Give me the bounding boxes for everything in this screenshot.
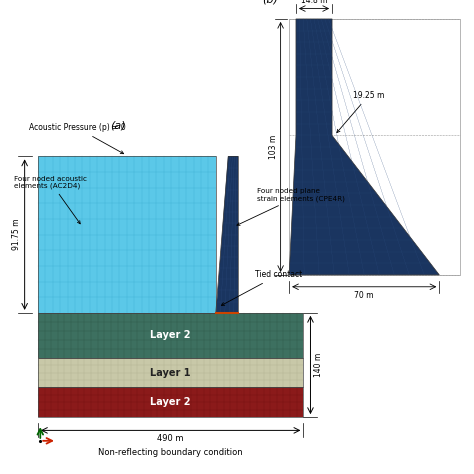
Bar xyxy=(289,19,460,275)
Bar xyxy=(38,358,303,387)
Text: 19.25 m: 19.25 m xyxy=(337,91,385,133)
Polygon shape xyxy=(289,19,439,275)
Text: Layer 1: Layer 1 xyxy=(150,367,191,377)
Text: 91.75 m: 91.75 m xyxy=(12,219,21,250)
Text: Layer 2: Layer 2 xyxy=(150,330,191,340)
Text: (a): (a) xyxy=(110,120,125,130)
Text: (b): (b) xyxy=(262,0,278,5)
Bar xyxy=(38,387,303,417)
Text: Acoustic Pressure (p) = 0: Acoustic Pressure (p) = 0 xyxy=(28,123,126,154)
Bar xyxy=(38,358,303,387)
Text: Layer 2: Layer 2 xyxy=(150,397,191,407)
Bar xyxy=(38,156,216,313)
Bar xyxy=(38,313,303,358)
Bar xyxy=(38,313,303,358)
Text: Four noded acoustic
elements (AC2D4): Four noded acoustic elements (AC2D4) xyxy=(14,176,87,224)
Bar xyxy=(38,156,216,313)
Text: 14.8 m: 14.8 m xyxy=(301,0,327,5)
Text: 140 m: 140 m xyxy=(314,353,323,377)
Text: 490 m: 490 m xyxy=(157,434,184,443)
Text: 70 m: 70 m xyxy=(355,291,374,300)
Text: Non-reflecting boundary condition: Non-reflecting boundary condition xyxy=(98,448,243,457)
Bar xyxy=(38,387,303,417)
Text: 103 m: 103 m xyxy=(269,135,278,159)
Text: Four noded plane
strain elements (CPE4R): Four noded plane strain elements (CPE4R) xyxy=(237,188,345,225)
Polygon shape xyxy=(216,156,238,313)
Text: Tied contact: Tied contact xyxy=(221,270,302,305)
